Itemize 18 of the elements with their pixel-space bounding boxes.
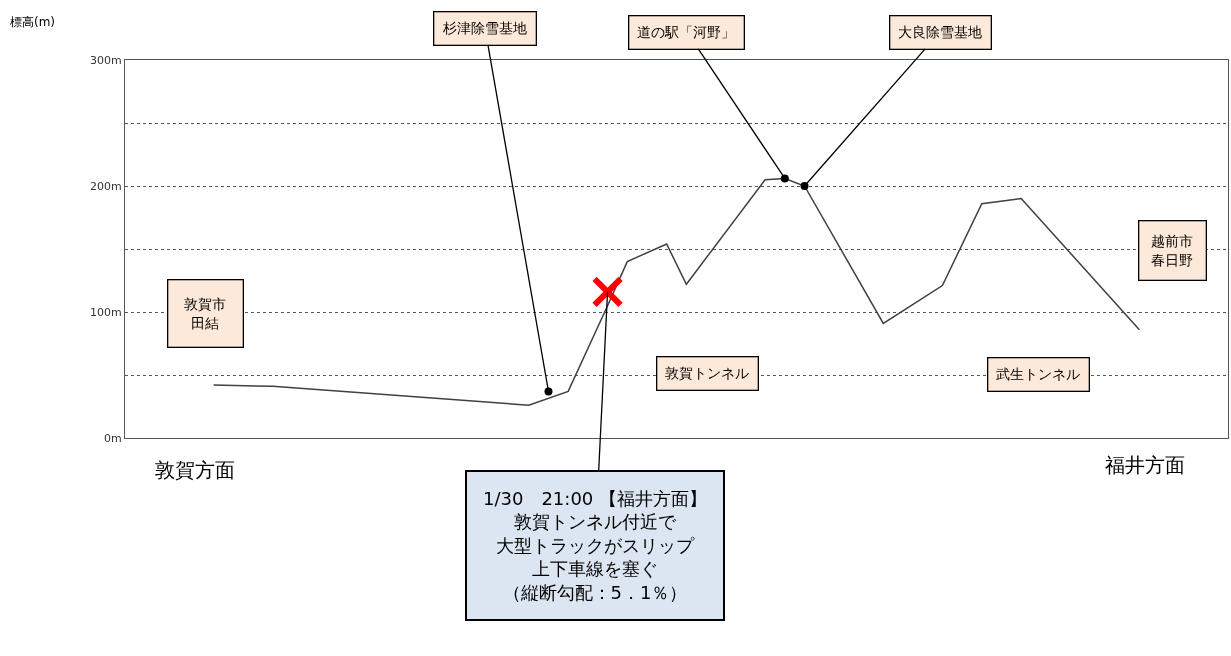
y-axis-title: 標高(m) xyxy=(10,15,56,29)
point xyxy=(780,174,789,183)
text: 1/30 21:00 【福井方面】敦賀トンネル付近で大型トラックがスリップ上下車線を塞ぐ（縦断勾配：5．1％） xyxy=(483,488,708,603)
annotation: 敦賀市田結 xyxy=(184,296,227,331)
annotation: 敦賀トンネル xyxy=(665,365,750,382)
text: 道の駅「河野」 xyxy=(637,24,736,41)
text: 福井方面 xyxy=(1105,453,1185,477)
text: 杉津除雪基地 xyxy=(442,20,528,37)
y-tick-label: 300m xyxy=(90,53,122,67)
annotation: 武生トンネル xyxy=(996,366,1081,383)
y-tick-label: 100m xyxy=(90,305,122,319)
text: 敦賀方面 xyxy=(155,458,235,482)
point xyxy=(591,275,624,308)
y-tick-label: 0m xyxy=(104,431,122,445)
annotation: 越前市春日野 xyxy=(1151,233,1194,268)
text: 大良除雪基地 xyxy=(898,24,983,41)
y-tick-label: 200m xyxy=(90,179,122,193)
point xyxy=(800,182,809,190)
